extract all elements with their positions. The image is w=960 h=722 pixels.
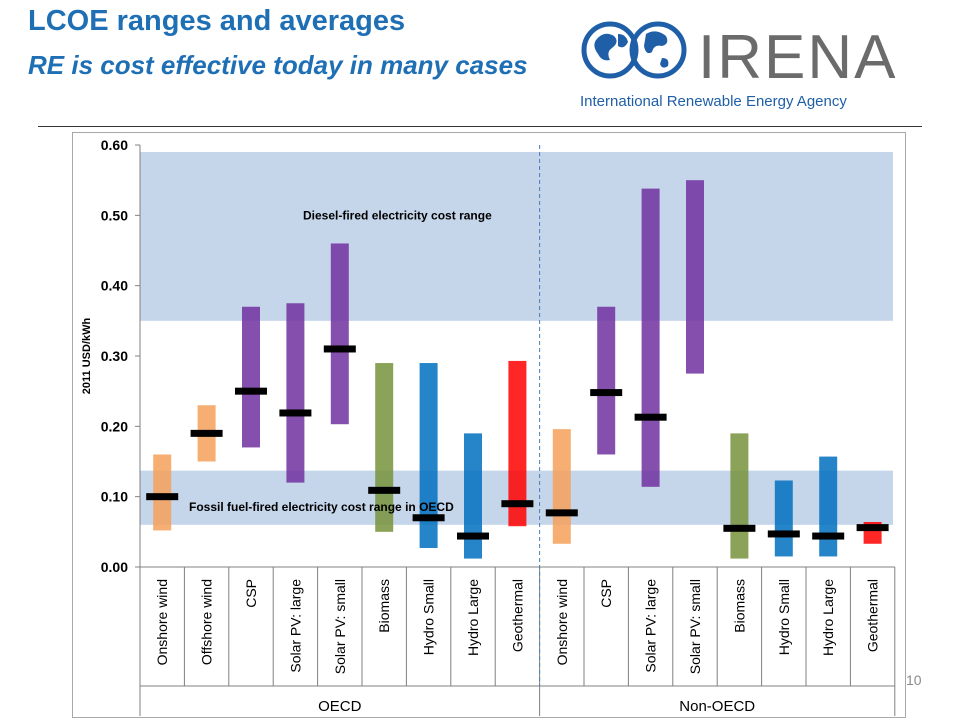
average-marker [812, 532, 845, 540]
average-marker [235, 387, 267, 395]
category-label: Onshore wind [554, 579, 570, 665]
y-tick-label: 0.10 [101, 489, 128, 505]
category-label: Biomass [731, 579, 747, 633]
category-label: Solar PV: small [332, 579, 348, 674]
y-tick-label: 0.40 [101, 278, 128, 294]
range-bar [686, 180, 704, 374]
category-label: Geothermal [865, 579, 881, 652]
average-marker [190, 429, 223, 437]
y-tick-label: 0.30 [101, 348, 128, 364]
fossil-band-label: Fossil fuel-fired electricity cost range… [189, 500, 454, 514]
range-bar [242, 306, 260, 448]
average-marker [501, 500, 534, 508]
y-tick-label: 0.50 [101, 207, 128, 223]
average-marker [767, 530, 800, 538]
y-tick-label: 0.00 [101, 559, 128, 575]
category-label: Offshore wind [199, 579, 215, 665]
title-divider [38, 126, 922, 127]
range-bar [641, 188, 660, 487]
range-bar [330, 243, 349, 425]
slide-title: LCOE ranges and averages [28, 5, 406, 37]
category-label: CSP [243, 579, 259, 608]
average-marker [590, 389, 623, 397]
lcoe-chart: 0.00 0.10 0.20 0.30 0.40 0.50 0.60 2011 USD/kWh… [72, 132, 906, 718]
range-bar [730, 433, 749, 559]
category-label: Hydro Large [820, 579, 836, 656]
page-number: 10 [906, 672, 922, 688]
average-marker [323, 345, 356, 353]
category-label: Biomass [376, 579, 392, 633]
category-label: Solar PV: large [643, 579, 659, 673]
average-marker [368, 486, 401, 494]
lcoe-chart-svg: 0.00 0.10 0.20 0.30 0.40 0.50 0.60 2011 USD/kWh… [81, 137, 896, 716]
logo-wordmark: IRENA [698, 23, 896, 92]
range-bar [819, 456, 838, 557]
range-bar [597, 306, 616, 455]
range-bar [552, 429, 571, 544]
range-bar [153, 454, 172, 531]
range-bar [508, 360, 527, 527]
average-marker [279, 409, 312, 417]
range-bar [419, 363, 438, 549]
average-marker [412, 514, 445, 522]
logo-tagline: International Renewable Energy Agency [580, 93, 847, 110]
average-marker [146, 493, 179, 501]
category-label: Onshore wind [154, 579, 170, 665]
y-axis-label: 2011 USD/kWh [81, 318, 93, 395]
category-label: Hydro Small [776, 579, 792, 655]
cost-band-0 [140, 152, 893, 321]
slide-subtitle: RE is cost effective today in many cases [28, 50, 528, 80]
range-bar [464, 433, 482, 559]
average-marker [856, 524, 889, 532]
y-tick-label: 0.60 [101, 137, 128, 153]
category-label: Solar PV: small [687, 579, 703, 674]
average-marker [545, 509, 578, 517]
average-marker [723, 524, 756, 532]
range-bar [286, 303, 305, 483]
group-label: Non-OECD [679, 698, 755, 715]
globe-icon [581, 21, 687, 79]
category-label: Hydro Small [421, 579, 437, 655]
group-label: OECD [318, 698, 362, 715]
average-marker [634, 413, 667, 421]
range-bar [774, 480, 793, 557]
category-label: Hydro Large [465, 579, 481, 656]
irena-logo: IRENA International Renewable Energy Age… [580, 21, 896, 110]
y-tick-label: 0.20 [101, 418, 128, 434]
average-marker [457, 532, 489, 540]
category-label: Geothermal [509, 579, 525, 652]
category-label: CSP [598, 579, 614, 608]
category-label: Solar PV: large [287, 579, 303, 673]
diesel-band-label: Diesel-fired electricity cost range [303, 208, 492, 222]
